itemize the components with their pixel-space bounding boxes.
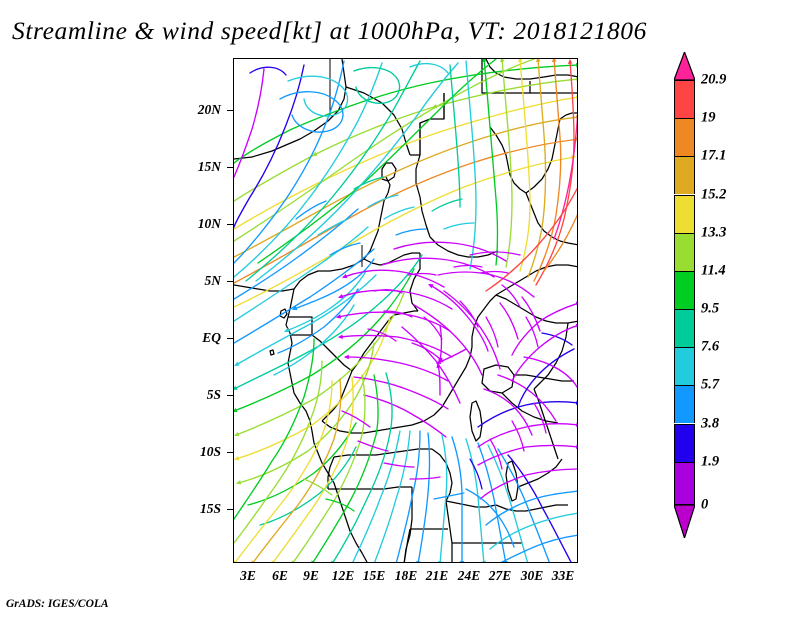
colorbar-band-11 bbox=[674, 80, 695, 119]
colorbar: 20.9 19 17.1 15.2 13.3 11.4 9.5 7.6 5.7 … bbox=[674, 52, 726, 538]
streamlines-southwest bbox=[234, 338, 421, 562]
colorbar-label-13.3: 13.3 bbox=[701, 224, 727, 241]
axis-label-y: 5N bbox=[204, 273, 222, 288]
attribution-footer: GrADS: IGES/COLA bbox=[6, 598, 109, 610]
streamlines-southeast bbox=[465, 332, 577, 562]
axis-tick-x bbox=[501, 562, 502, 563]
axis-label-x: 27E bbox=[488, 568, 512, 583]
colorbar-band-8 bbox=[674, 194, 695, 233]
streamlines-coastal bbox=[273, 258, 375, 376]
colorbar-label-9.5: 9.5 bbox=[701, 300, 720, 317]
colorbar-label-3.8: 3.8 bbox=[701, 415, 720, 431]
colorbar-label-11.4: 11.4 bbox=[701, 262, 726, 279]
colorbar-band-4 bbox=[674, 347, 695, 386]
axis-tick-y bbox=[227, 110, 233, 111]
page-title: Streamline & wind speed[kt] at 1000hPa, … bbox=[12, 16, 647, 45]
colorbar-band-6 bbox=[674, 270, 695, 309]
streamlines-north-vortex bbox=[249, 62, 449, 133]
axis-label-x: 6E bbox=[272, 568, 288, 583]
axis-tick-x bbox=[470, 562, 471, 563]
axis-label-x: 21E bbox=[425, 568, 449, 583]
colorbar-cap-low bbox=[674, 505, 695, 538]
colorbar-band-3 bbox=[674, 385, 695, 424]
axis-label-x: 30E bbox=[520, 568, 544, 583]
colorbar-label-20.9: 20.9 bbox=[701, 71, 727, 88]
axis-tick-y bbox=[227, 509, 233, 510]
axis-tick-y bbox=[227, 224, 233, 225]
colorbar-band-7 bbox=[674, 232, 695, 271]
axis-tick-y bbox=[227, 281, 233, 282]
colorbar-label-15.2: 15.2 bbox=[701, 186, 727, 202]
streamlines-interior bbox=[335, 241, 535, 438]
streamlines-northeast bbox=[449, 59, 577, 292]
colorbar-label-1.9: 1.9 bbox=[701, 453, 720, 470]
colorbar-label-0: 0 bbox=[701, 496, 709, 513]
colorbar-band-10 bbox=[674, 118, 695, 157]
axis-tick-x bbox=[249, 562, 250, 563]
colorbar-label-7.6: 7.6 bbox=[701, 338, 720, 355]
axis-tick-x bbox=[312, 562, 313, 563]
axis-label-y: 5S bbox=[206, 387, 221, 402]
axis-tick-x bbox=[281, 562, 282, 563]
streamlines-texture bbox=[295, 176, 547, 512]
axis-tick-y bbox=[227, 338, 233, 339]
plot-frame bbox=[233, 58, 578, 563]
axis-label-y: 20N bbox=[197, 102, 221, 117]
axis-label-x: 12E bbox=[331, 568, 355, 583]
axis-label-x: 15E bbox=[362, 568, 386, 583]
axis-tick-y bbox=[227, 452, 233, 453]
streamlines-south-central bbox=[416, 432, 572, 562]
axis-tick-y bbox=[227, 395, 233, 396]
axis-label-y: 15N bbox=[197, 159, 221, 174]
colorbar-band-1 bbox=[674, 461, 695, 505]
axis-label-y: EQ bbox=[202, 330, 221, 345]
colorbar-cap-high bbox=[674, 52, 695, 80]
axis-tick-x bbox=[375, 562, 376, 563]
axis-tick-x bbox=[533, 562, 534, 563]
axis-label-y: 10N bbox=[197, 216, 221, 231]
axis-label-y: 15S bbox=[199, 501, 221, 516]
axis-label-y: 10S bbox=[199, 444, 221, 459]
axis-label-x: 9E bbox=[303, 568, 319, 583]
axis-tick-x bbox=[407, 562, 408, 563]
streamlines-gulf bbox=[234, 208, 423, 526]
axis-label-x: 3E bbox=[240, 568, 256, 583]
axis-label-x: 24E bbox=[457, 568, 481, 583]
axis-tick-x bbox=[564, 562, 565, 563]
streamline-plot: 20N 15N 10N 5N EQ 5S 10S 15S 3E 6E 9E 12… bbox=[198, 58, 578, 583]
map-canvas bbox=[234, 59, 577, 562]
axis-tick-y bbox=[227, 167, 233, 168]
axis-tick-x bbox=[438, 562, 439, 563]
colorbar-label-19: 19 bbox=[701, 109, 716, 126]
colorbar-band-9 bbox=[674, 156, 695, 195]
streamlines-north bbox=[234, 59, 577, 308]
colorbar-band-2 bbox=[674, 423, 695, 462]
axis-label-x: 18E bbox=[394, 568, 418, 583]
streamlines-east-africa bbox=[499, 296, 577, 408]
colorbar-band-5 bbox=[674, 309, 695, 348]
colorbar-label-17.1: 17.1 bbox=[701, 147, 727, 164]
axis-label-x: 33E bbox=[551, 568, 575, 583]
axis-tick-x bbox=[344, 562, 345, 563]
colorbar-label-5.7: 5.7 bbox=[701, 376, 720, 393]
